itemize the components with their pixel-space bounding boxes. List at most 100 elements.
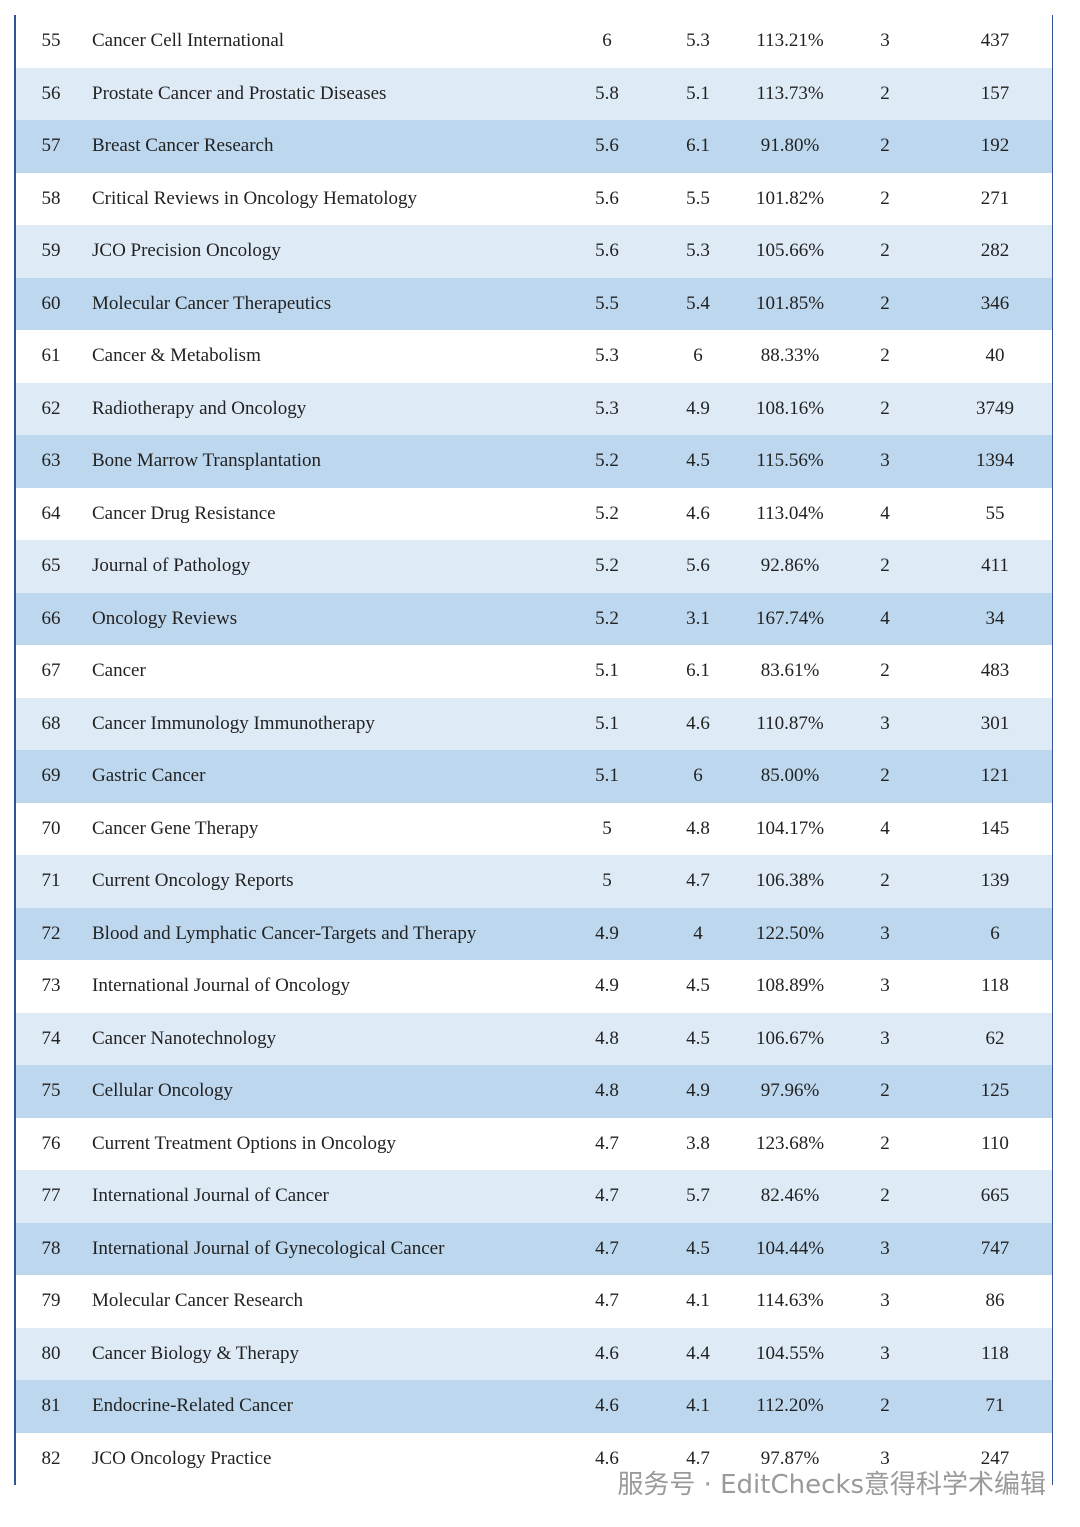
col-4: 4.6 <box>686 502 710 524</box>
rank: 70 <box>41 817 61 839</box>
col-6: 2 <box>880 1080 890 1101</box>
rank: 79 <box>41 1290 61 1311</box>
journal-name: Cancer <box>92 660 146 681</box>
col-4: 4.7 <box>686 1447 710 1469</box>
col-4: 4.4 <box>686 1342 710 1364</box>
col-7: 121 <box>980 765 1010 786</box>
table-row: 56 Prostate Cancer and Prostatic Diseases… <box>16 67 1052 120</box>
table-row: 72 Blood and Lymphatic Cancer-Targets and… <box>16 907 1052 960</box>
col-5: 113.21% <box>756 30 824 51</box>
col-7: 1394 <box>976 450 1014 471</box>
col-4: 4.9 <box>686 1080 710 1101</box>
col-4: 5.7 <box>686 1185 710 1206</box>
table-row: 59 JCO Precision Oncology 5.6 5.3 105.66% 2 28… <box>16 225 1052 278</box>
col-4: 5.3 <box>686 240 710 261</box>
table-row: 82 JCO Oncology Practice 4.6 4.7 97.87% 3 247 <box>16 1432 1052 1485</box>
col-5: 122.50% <box>755 922 825 944</box>
col-3: 4.9 <box>595 975 619 996</box>
table-row: 60 Molecular Cancer Therapeutics 5.5 5.4 101… <box>16 277 1052 330</box>
col-7: 118 <box>981 1342 1009 1364</box>
table-row: 67 Cancer 5.1 6.1 83.61% 2 483 <box>16 645 1052 698</box>
col-5: 104.44% <box>755 1237 825 1259</box>
col-6: 2 <box>880 660 890 681</box>
rank: 60 <box>41 292 61 314</box>
col-5: 88.33% <box>760 345 820 366</box>
journal-name: JCO Oncology Practice <box>92 1447 272 1469</box>
rank: 80 <box>41 1342 61 1364</box>
col-5: 91.80% <box>760 135 820 156</box>
col-5: 97.87% <box>760 1447 820 1469</box>
rank: 75 <box>41 1080 61 1101</box>
journal-name: JCO Precision Oncology <box>92 240 281 261</box>
journal-name: Cancer Immunology Immunotherapy <box>92 712 375 734</box>
col-6: 3 <box>880 1237 890 1259</box>
col-7: 282 <box>980 240 1010 261</box>
table-row: 62 Radiotherapy and Oncology 5.3 4.9 108.16%… <box>16 382 1052 435</box>
journal-name: Current Treatment Options in Oncology <box>92 1132 396 1154</box>
watermark: 服务号 · EditChecks意得科学术编辑 <box>617 1470 1046 1500</box>
col-7: 346 <box>980 292 1010 314</box>
journal-name: Breast Cancer Research <box>92 135 274 156</box>
col-4: 4.6 <box>686 712 710 734</box>
journal-name: Cellular Oncology <box>92 1080 233 1101</box>
col-5: 97.96% <box>760 1080 820 1101</box>
col-5: 104.17% <box>755 817 825 839</box>
col-5: 113.73% <box>756 82 824 104</box>
table-row: 79 Molecular Cancer Research 4.7 4.1 114.63%… <box>16 1275 1052 1328</box>
col-5: 106.38% <box>755 870 825 891</box>
col-4: 4.5 <box>686 450 710 471</box>
col-3: 5 <box>602 870 612 891</box>
rank: 61 <box>41 345 61 366</box>
col-7: 157 <box>980 82 1010 104</box>
col-7: 145 <box>980 817 1010 839</box>
col-3: 5.5 <box>595 292 619 314</box>
journal-name: Blood and Lymphatic Cancer-Targets and T… <box>92 922 477 944</box>
col-3: 4.6 <box>595 1342 619 1364</box>
col-5: 113.04% <box>756 502 824 524</box>
col-4: 4.5 <box>686 975 710 996</box>
table-row: 78 International Journal of Gynecological… <box>16 1222 1052 1275</box>
journal-name: International Journal of Oncology <box>92 975 351 996</box>
journal-name: Cancer Nanotechnology <box>92 1027 277 1049</box>
journal-name: Molecular Cancer Research <box>92 1290 304 1311</box>
col-3: 4.8 <box>595 1080 619 1101</box>
col-6: 2 <box>880 1132 890 1154</box>
col-3: 5.6 <box>595 135 619 156</box>
col-6: 2 <box>880 240 890 261</box>
journal-name: Radiotherapy and Oncology <box>92 397 307 419</box>
col-6: 3 <box>880 975 890 996</box>
col-7: 192 <box>980 135 1010 156</box>
col-4: 6 <box>693 765 703 786</box>
col-7: 747 <box>980 1237 1010 1259</box>
col-4: 4.7 <box>686 870 710 891</box>
table-row: 75 Cellular Oncology 4.8 4.9 97.96% 2 125 <box>16 1065 1052 1118</box>
table-row: 77 International Journal of Cancer 4.7 5.7 8… <box>16 1170 1052 1223</box>
col-7: 86 <box>985 1290 1005 1311</box>
col-6: 3 <box>880 712 890 734</box>
col-4: 5.4 <box>686 292 710 314</box>
journal-name: Cancer Cell International <box>92 30 285 51</box>
col-5: 101.82% <box>755 187 825 209</box>
rank: 63 <box>41 450 61 471</box>
col-4: 5.6 <box>686 555 710 576</box>
rank: 82 <box>41 1447 61 1469</box>
col-4: 3.8 <box>686 1132 710 1154</box>
table-row: 58 Critical Reviews in Oncology Hematolog… <box>16 172 1052 225</box>
col-7: 665 <box>980 1185 1010 1206</box>
col-7: 411 <box>981 555 1009 576</box>
table-frame <box>14 15 1053 1485</box>
col-4: 3.1 <box>686 607 710 629</box>
col-3: 4.6 <box>595 1447 619 1469</box>
col-6: 3 <box>880 1342 890 1364</box>
journal-name: Journal of Pathology <box>92 555 251 576</box>
col-7: 271 <box>980 187 1010 209</box>
rank: 73 <box>41 975 61 996</box>
col-5: 83.61% <box>760 660 820 681</box>
col-6: 3 <box>880 1447 890 1469</box>
rank: 76 <box>41 1132 61 1154</box>
rank: 74 <box>41 1027 61 1049</box>
journal-name: International Journal of Cancer <box>92 1185 329 1206</box>
col-4: 4.5 <box>686 1027 710 1049</box>
table-row: 74 Cancer Nanotechnology 4.8 4.5 106.67% 3 62 <box>16 1012 1052 1065</box>
